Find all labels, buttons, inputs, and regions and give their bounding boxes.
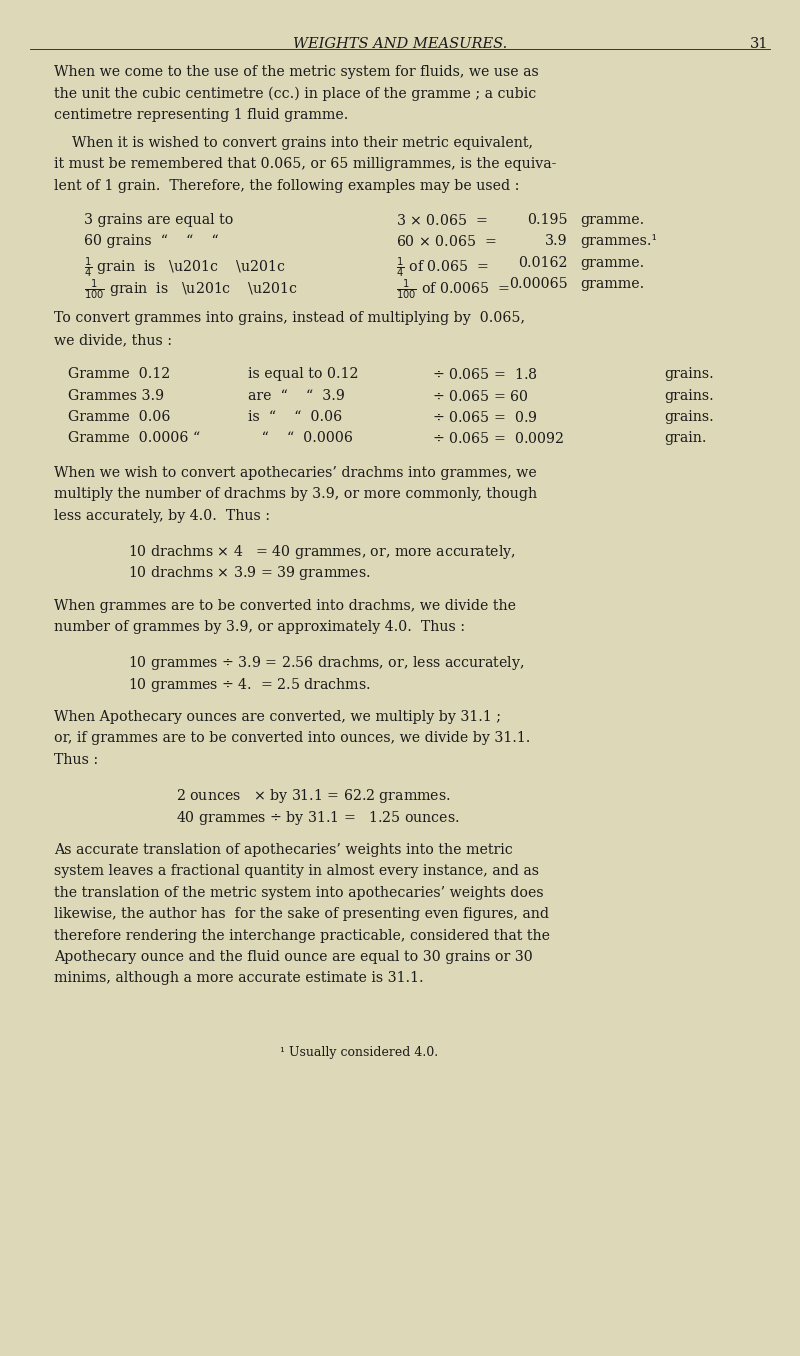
Text: grain.: grain. [664, 431, 706, 446]
Text: $\div$ 0.065 =  1.8: $\div$ 0.065 = 1.8 [432, 367, 537, 382]
Text: grains.: grains. [664, 367, 714, 381]
Text: 10 drachms $\times$ 4   = 40 grammes, or, more accurately,: 10 drachms $\times$ 4 = 40 grammes, or, … [128, 542, 516, 561]
Text: ¹ Usually considered 4.0.: ¹ Usually considered 4.0. [280, 1047, 438, 1059]
Text: As accurate translation of apothecaries’ weights into the metric: As accurate translation of apothecaries’… [54, 843, 513, 857]
Text: 60 $\times$ 0.065  =: 60 $\times$ 0.065 = [396, 235, 497, 250]
Text: To convert grammes into grains, instead of multiplying by  0.065,: To convert grammes into grains, instead … [54, 312, 526, 325]
Text: $\frac{1}{4}$ of 0.065  =: $\frac{1}{4}$ of 0.065 = [396, 256, 489, 281]
Text: $\div$ 0.065 =  0.9: $\div$ 0.065 = 0.9 [432, 410, 538, 424]
Text: “    “  0.0006: “ “ 0.0006 [248, 431, 353, 446]
Text: 10 grammes $\div$ 4.  = 2.5 drachms.: 10 grammes $\div$ 4. = 2.5 drachms. [128, 675, 370, 694]
Text: 31: 31 [750, 37, 768, 50]
Text: 40 grammes $\div$ by 31.1 =   1.25 ounces.: 40 grammes $\div$ by 31.1 = 1.25 ounces. [176, 808, 460, 827]
Text: $\frac{1}{4}$ grain  is   \u201c    \u201c: $\frac{1}{4}$ grain is \u201c \u201c [84, 256, 286, 281]
Text: $\div$ 0.065 =  0.0092: $\div$ 0.065 = 0.0092 [432, 431, 564, 446]
Text: When Apothecary ounces are converted, we multiply by 31.1 ;: When Apothecary ounces are converted, we… [54, 711, 502, 724]
Text: 3.9: 3.9 [546, 235, 568, 248]
Text: Gramme  0.06: Gramme 0.06 [68, 410, 170, 424]
Text: 3 $\times$ 0.065  =: 3 $\times$ 0.065 = [396, 213, 487, 228]
Text: $\frac{1}{100}$ of 0.0065  =: $\frac{1}{100}$ of 0.0065 = [396, 277, 510, 301]
Text: When it is wished to convert grains into their metric equivalent,: When it is wished to convert grains into… [54, 136, 534, 149]
Text: grains.: grains. [664, 410, 714, 424]
Text: we divide, thus :: we divide, thus : [54, 334, 173, 347]
Text: 3 grains are equal to: 3 grains are equal to [84, 213, 234, 226]
Text: When grammes are to be converted into drachms, we divide the: When grammes are to be converted into dr… [54, 598, 517, 613]
Text: are  “    “  3.9: are “ “ 3.9 [248, 389, 345, 403]
Text: 60 grains  “    “    “: 60 grains “ “ “ [84, 235, 218, 248]
Text: less accurately, by 4.0.  Thus :: less accurately, by 4.0. Thus : [54, 508, 270, 522]
Text: the translation of the metric system into apothecaries’ weights does: the translation of the metric system int… [54, 885, 544, 899]
Text: it must be remembered that 0.065, or 65 milligrammes, is the equiva-: it must be remembered that 0.065, or 65 … [54, 157, 557, 171]
Text: 10 drachms $\times$ 3.9 = 39 grammes.: 10 drachms $\times$ 3.9 = 39 grammes. [128, 564, 370, 582]
Text: gramme.: gramme. [580, 277, 644, 292]
Text: the unit the cubic centimetre (cc.) in place of the gramme ; a cubic: the unit the cubic centimetre (cc.) in p… [54, 87, 537, 100]
Text: Gramme  0.12: Gramme 0.12 [68, 367, 170, 381]
Text: When we come to the use of the metric system for fluids, we use as: When we come to the use of the metric sy… [54, 65, 539, 79]
Text: 10 grammes $\div$ 3.9 = 2.56 drachms, or, less accurately,: 10 grammes $\div$ 3.9 = 2.56 drachms, or… [128, 655, 524, 673]
Text: centimetre representing 1 fluid gramme.: centimetre representing 1 fluid gramme. [54, 108, 349, 122]
Text: is equal to 0.12: is equal to 0.12 [248, 367, 358, 381]
Text: 0.195: 0.195 [527, 213, 568, 226]
Text: grains.: grains. [664, 389, 714, 403]
Text: gramme.: gramme. [580, 213, 644, 226]
Text: $\frac{1}{100}$ grain  is   \u201c    \u201c: $\frac{1}{100}$ grain is \u201c \u201c [84, 277, 298, 301]
Text: 2 ounces   $\times$ by 31.1 = 62.2 grammes.: 2 ounces $\times$ by 31.1 = 62.2 grammes… [176, 786, 450, 805]
Text: WEIGHTS AND MEASURES.: WEIGHTS AND MEASURES. [293, 37, 507, 50]
Text: Thus :: Thus : [54, 753, 98, 767]
Text: minims, although a more accurate estimate is 31.1.: minims, although a more accurate estimat… [54, 971, 424, 986]
Text: Apothecary ounce and the fluid ounce are equal to 30 grains or 30: Apothecary ounce and the fluid ounce are… [54, 951, 533, 964]
Text: Gramme  0.0006 “: Gramme 0.0006 “ [68, 431, 200, 446]
Text: When we wish to convert apothecaries’ drachms into grammes, we: When we wish to convert apothecaries’ dr… [54, 465, 537, 480]
Text: Grammes 3.9: Grammes 3.9 [68, 389, 164, 403]
Text: lent of 1 grain.  Therefore, the following examples may be used :: lent of 1 grain. Therefore, the followin… [54, 179, 520, 193]
Text: or, if grammes are to be converted into ounces, we divide by 31.1.: or, if grammes are to be converted into … [54, 731, 530, 746]
Text: therefore rendering the interchange practicable, considered that the: therefore rendering the interchange prac… [54, 929, 550, 942]
Text: system leaves a fractional quantity in almost every instance, and as: system leaves a fractional quantity in a… [54, 864, 539, 879]
Text: is  “    “  0.06: is “ “ 0.06 [248, 410, 342, 424]
Text: 0.0162: 0.0162 [518, 256, 568, 270]
Text: 0.00065: 0.00065 [510, 277, 568, 292]
Text: grammes.¹: grammes.¹ [580, 235, 657, 248]
Text: gramme.: gramme. [580, 256, 644, 270]
Text: number of grammes by 3.9, or approximately 4.0.  Thus :: number of grammes by 3.9, or approximate… [54, 620, 466, 635]
Text: multiply the number of drachms by 3.9, or more commonly, though: multiply the number of drachms by 3.9, o… [54, 487, 538, 502]
Text: $\div$ 0.065 = 60: $\div$ 0.065 = 60 [432, 389, 529, 404]
Text: likewise, the author has  for the sake of presenting even figures, and: likewise, the author has for the sake of… [54, 907, 550, 921]
